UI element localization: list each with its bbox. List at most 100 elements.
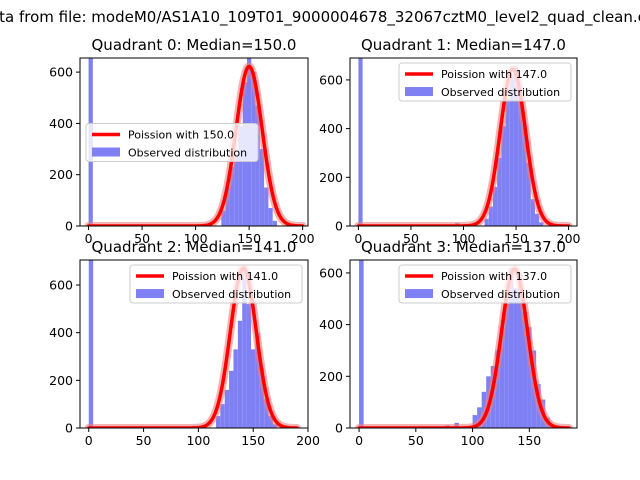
histogram-bar (224, 389, 230, 428)
quadrant-0-panel: 0 50 100 150 200 0 200 400 600 Quadrant 0: Median… (49, 36, 314, 246)
x-tick-label: 150 (517, 433, 541, 448)
histogram-bar (505, 99, 510, 226)
x-tick-label: 50 (134, 231, 150, 246)
histogram-bar (472, 415, 478, 428)
y-tick-label: 0 (65, 219, 73, 234)
panel-title: Quadrant 1: Median=147.0 (361, 36, 566, 54)
x-tick-label: 0 (85, 231, 93, 246)
histogram-bar (488, 206, 493, 226)
figure-suptitle: Data from file: modeM0/AS1A10_109T01_900… (0, 8, 640, 27)
legend-box (129, 264, 303, 304)
y-tick-label: 400 (319, 317, 343, 332)
histogram-bar (501, 126, 506, 226)
quadrant-2-panel: 0 50 100 150 200 0 200 400 600 Quadrant 2: Median… (49, 238, 320, 448)
histogram-bar (359, 260, 364, 428)
axes-frame (79, 57, 309, 227)
y-tick-label: 200 (49, 167, 73, 182)
legend-hist-label: Observed distribution (441, 288, 560, 301)
histogram-bar (495, 350, 500, 428)
histogram-bar (477, 407, 482, 428)
histogram-bar (255, 105, 260, 226)
legend-hist-swatch (136, 289, 164, 299)
x-tick-label: 100 (186, 433, 210, 448)
histogram-bar (513, 65, 519, 226)
histogram-bar (272, 220, 277, 226)
x-tick-label: 150 (237, 231, 261, 246)
histogram-bar (264, 187, 269, 226)
histogram-bar (522, 123, 527, 226)
x-tick-label: 150 (504, 231, 528, 246)
histogram-bar (268, 416, 273, 428)
legend-curve-label: Poission with 141.0 (172, 270, 278, 283)
histogram-bar (238, 125, 243, 226)
histogram-bar (518, 89, 523, 226)
histogram-bar (215, 416, 221, 428)
histogram-bar (237, 320, 243, 428)
y-tick-label: 600 (319, 265, 343, 280)
legend-curve-label: Poission with 150.0 (128, 129, 234, 142)
x-tick-label: 100 (452, 231, 476, 246)
y-tick-label: 200 (319, 369, 343, 384)
histogram-bar (264, 399, 269, 428)
histogram-bar (242, 265, 247, 428)
x-tick-label: 150 (241, 433, 265, 448)
histogram-bar (221, 210, 226, 226)
quadrant-1-panel: 0 50 100 150 200 0 200 400 600 Quadrant 1: Median… (319, 36, 580, 246)
histogram-bar (522, 311, 528, 428)
axes-frame (349, 259, 578, 429)
histogram-bar (539, 222, 544, 226)
histogram-bar (225, 187, 230, 226)
y-tick-label: 400 (49, 116, 73, 131)
histogram-bar (499, 327, 505, 428)
histogram-bar (508, 267, 514, 428)
x-tick-label: 0 (355, 433, 363, 448)
y-tick-label: 600 (319, 72, 343, 87)
legend-box (398, 264, 572, 304)
x-tick-label: 50 (408, 433, 424, 448)
histogram-bar (259, 368, 265, 428)
histogram-bar (358, 58, 363, 226)
histogram-bar (88, 260, 94, 428)
histogram-bar (530, 199, 535, 226)
legend-box (85, 123, 259, 163)
histogram-bar (513, 288, 518, 428)
x-tick-label: 100 (184, 231, 208, 246)
x-tick-label: 100 (461, 433, 485, 448)
histogram-bar (484, 218, 489, 226)
legend-box (398, 62, 572, 102)
x-tick-label: 200 (291, 231, 315, 246)
histogram-bar (234, 154, 239, 226)
histogram-bar (220, 404, 225, 428)
legend-hist-label: Observed distribution (441, 86, 560, 99)
histogram-bar (526, 162, 531, 226)
histogram-bar (492, 187, 498, 226)
legend: Poission with 141.0 Observed distribution (129, 264, 303, 304)
axes-frame (79, 259, 309, 429)
y-tick-label: 600 (49, 65, 73, 80)
legend: Poission with 137.0 Observed distribution (398, 264, 572, 304)
legend-hist-swatch (405, 289, 433, 299)
x-tick-label: 200 (557, 231, 581, 246)
legend-hist-label: Observed distribution (172, 288, 291, 301)
y-tick-label: 0 (335, 219, 343, 234)
histogram-bar (246, 304, 251, 428)
histogram-bar (517, 272, 523, 428)
y-tick-label: 600 (49, 278, 73, 293)
histogram-bar (251, 349, 256, 428)
histogram-bar (527, 327, 532, 428)
x-tick-label: 0 (85, 433, 93, 448)
histogram-bar (233, 349, 238, 428)
panel-title: Quadrant 3: Median=137.0 (361, 238, 566, 256)
histogram-bar (504, 303, 509, 428)
legend-hist-swatch (405, 87, 433, 97)
histogram-bar (534, 213, 540, 226)
y-tick-label: 400 (49, 325, 73, 340)
y-tick-label: 0 (65, 421, 73, 436)
panel-title: Quadrant 0: Median=150.0 (92, 36, 297, 54)
legend-curve-label: Poission with 147.0 (441, 68, 547, 81)
histogram-bar (259, 149, 265, 226)
x-tick-label: 50 (403, 231, 419, 246)
legend: Poission with 147.0 Observed distribution (398, 62, 572, 102)
y-tick-label: 200 (49, 373, 73, 388)
